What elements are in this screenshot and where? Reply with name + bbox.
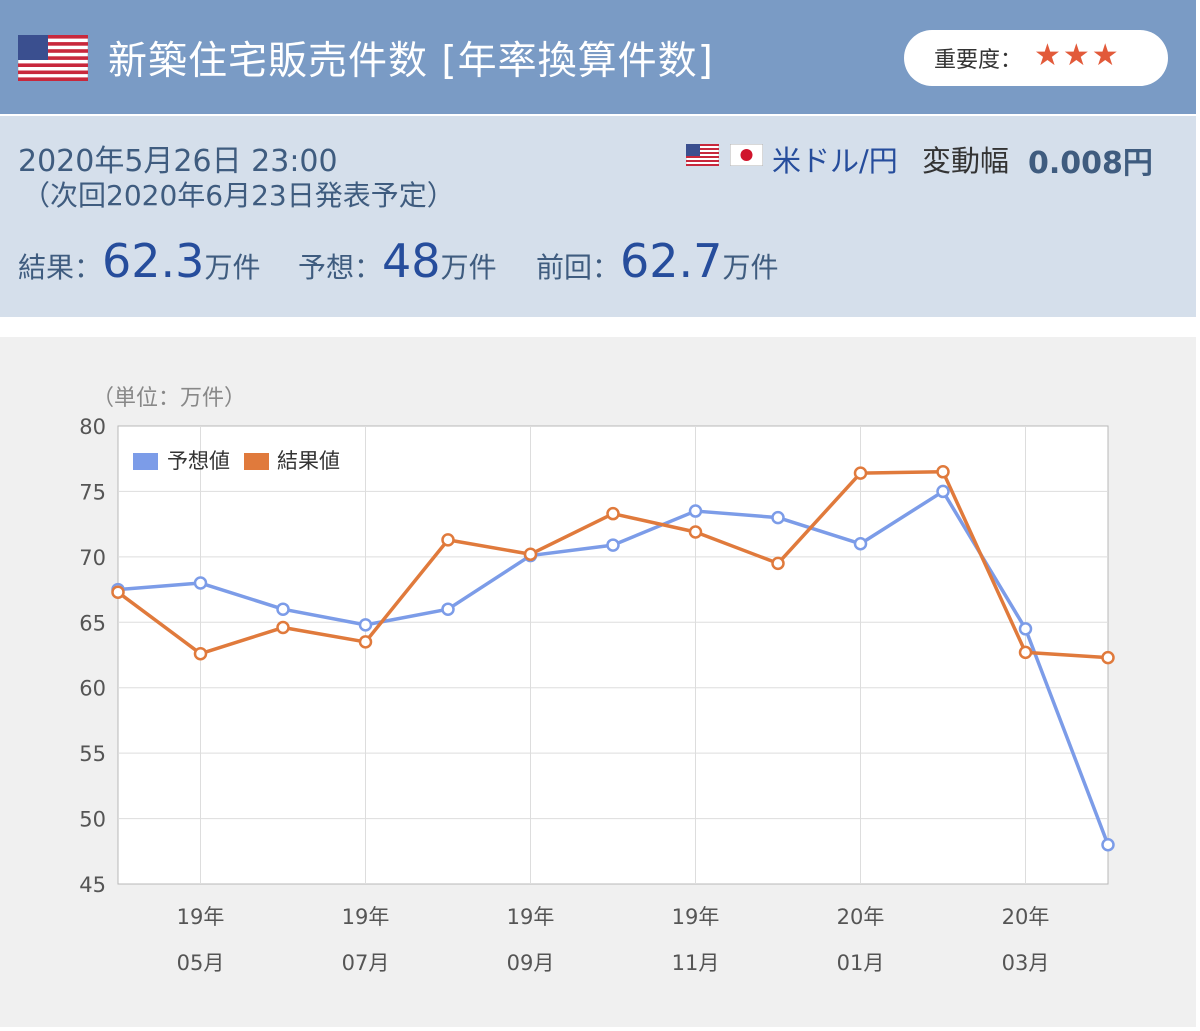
change-label: 変動幅 [922, 144, 1010, 178]
legend-label-forecast: 予想値 [167, 449, 230, 473]
forecast-unit: 万件 [440, 251, 497, 284]
x-tick-label-year: 20年 [1002, 905, 1050, 929]
forecast-data-point [358, 618, 373, 632]
previous-label: 前回： [536, 251, 621, 284]
legend-swatch-result [242, 451, 271, 472]
x-tick-label-year: 20年 [837, 905, 885, 929]
result-stat: 結果：62.3万件 [18, 234, 260, 288]
y-tick-label: 65 [79, 611, 106, 635]
importance-label: 重要度： [934, 48, 1023, 73]
previous-value: 62.7 [620, 234, 723, 288]
y-tick-label: 70 [79, 546, 106, 570]
result-data-point [771, 556, 785, 571]
x-tick-label-month: 11月 [672, 951, 720, 975]
us-flag-icon [686, 144, 719, 166]
result-data-point [853, 466, 868, 480]
x-tick-label-month: 07月 [342, 951, 390, 975]
forecast-data-point [771, 510, 785, 525]
previous-unit: 万件 [722, 251, 779, 284]
result-data-point [441, 533, 455, 547]
forecast-data-point [688, 504, 703, 518]
chart-panel: （単位：万件） 45 50 55 60 65 70 75 80 19年 05月 19年 07月 19年… [0, 337, 1196, 1027]
x-tick-label-month: 01月 [837, 951, 885, 975]
forecast-label: 予想： [298, 251, 383, 284]
page-title: 新築住宅販売件数 [年率換算件数] [108, 39, 714, 84]
result-label: 結果： [18, 251, 103, 284]
result-data-point [523, 547, 538, 561]
result-data-point [936, 465, 950, 479]
us-flag-icon [18, 35, 88, 81]
forecast-data-point [193, 576, 208, 590]
result-data-point [688, 525, 703, 539]
result-unit: 万件 [204, 251, 261, 284]
result-data-point [276, 620, 290, 635]
y-tick-label: 80 [79, 415, 106, 439]
result-data-point [606, 506, 620, 521]
forecast-data-point [441, 602, 455, 616]
y-tick-label: 50 [79, 808, 106, 832]
y-tick-label: 45 [79, 873, 106, 897]
x-tick-label-month: 09月 [507, 951, 555, 975]
x-tick-label-year: 19年 [672, 905, 720, 929]
importance-stars: ★★★ [1034, 38, 1121, 73]
y-tick-label: 55 [79, 742, 106, 766]
plot-area [117, 425, 1109, 885]
forecast-value: 48 [382, 234, 441, 288]
next-release: （次回2020年6月23日発表予定） [22, 179, 455, 212]
legend: 予想値 結果値 [131, 449, 340, 473]
x-tick-label-year: 19年 [507, 905, 555, 929]
x-tick-label-month: 05月 [177, 951, 225, 975]
x-tick-label-year: 19年 [177, 905, 225, 929]
result-data-point [1101, 650, 1115, 665]
result-data-point [1018, 645, 1033, 660]
result-data-point [193, 646, 208, 661]
y-tick-label: 60 [79, 677, 106, 701]
release-datetime: 2020年5月26日 23:00 [18, 144, 338, 179]
importance-badge: 重要度： ★★★ [904, 30, 1168, 86]
forecast-stat: 予想：48万件 [298, 234, 497, 288]
legend-label-result: 結果値 [277, 449, 340, 473]
x-tick-label-year: 19年 [342, 905, 390, 929]
result-data-point [111, 585, 125, 599]
unit-label: （単位：万件） [92, 386, 246, 411]
legend-swatch-forecast [131, 451, 160, 472]
forecast-data-point [1018, 622, 1033, 636]
forecast-data-point [606, 538, 620, 552]
forecast-data-point [853, 537, 868, 551]
result-value: 62.3 [102, 234, 205, 288]
release-info-panel: 2020年5月26日 23:00 （次回2020年6月23日発表予定） 米ドル/… [0, 116, 1196, 317]
line-chart: （単位：万件） 45 50 55 60 65 70 75 80 19年 05月 19年 07月 19年… [79, 386, 1115, 975]
previous-stat: 前回：62.7万件 [536, 234, 778, 288]
x-tick-label-month: 03月 [1002, 951, 1050, 975]
forecast-data-point [1101, 837, 1115, 852]
japan-flag-icon [730, 144, 763, 166]
y-tick-label: 75 [79, 480, 106, 504]
forecast-data-point [276, 602, 290, 616]
forecast-data-point [936, 484, 950, 499]
currency-pair-link[interactable]: 米ドル/円 [772, 144, 898, 178]
change-value: 0.008円 [1028, 146, 1153, 181]
result-data-point [358, 635, 373, 649]
header-bar: 新築住宅販売件数 [年率換算件数] 重要度： ★★★ [0, 0, 1196, 114]
